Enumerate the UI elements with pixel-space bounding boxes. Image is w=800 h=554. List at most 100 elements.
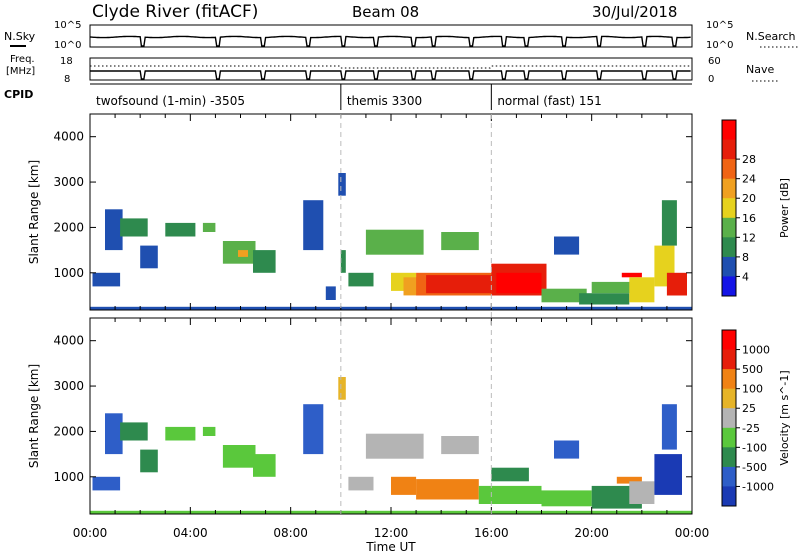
heatmap-cell: [496, 272, 542, 294]
heatmap-cell: [165, 222, 196, 237]
freq-left-bottom-tick: 8: [64, 74, 70, 85]
beam-label: Beam 08: [352, 3, 419, 21]
colorbar-label: Velocity [m s^-1]: [778, 370, 791, 465]
x-tick-label: 12:00: [374, 526, 409, 540]
colorbar-segment: [722, 369, 736, 390]
heatmap-cell: [253, 454, 276, 477]
colorbar-segment: [722, 388, 736, 409]
colorbar-tick-label: 20: [742, 192, 756, 205]
colorbar-tick-label: 25: [742, 402, 756, 415]
station-title: Clyde River (fitACF): [92, 2, 258, 22]
heatmap-cell: [591, 281, 637, 294]
heatmap-cell: [654, 454, 682, 495]
heatmap-cell: [202, 426, 216, 436]
heatmap-cell: [554, 440, 580, 459]
heatmap-cell: [441, 232, 479, 251]
nsky-left-bottom-tick: 10^0: [54, 40, 81, 51]
velocity-frame: [89, 317, 693, 515]
velocity-colorbar: 1000 500 100 25 -25 -100 -500 -1000 Velocity [m …: [721, 329, 791, 507]
colorbar-frame: [721, 329, 737, 507]
freq-series: [90, 70, 691, 80]
freq-panel: Freq. [MHz] 18 8 60 0 Nave: [6, 54, 780, 85]
date-label: 30/Jul/2018: [592, 3, 677, 21]
colorbar-label: Power [dB]: [778, 178, 791, 238]
power-frame: [89, 113, 693, 311]
x-tick-label: 20:00: [574, 526, 609, 540]
heatmap-cell: [338, 377, 346, 400]
heatmap-cell: [303, 404, 324, 455]
heatmap-cell: [441, 436, 479, 455]
heatmap-cell: [105, 209, 123, 251]
nsky-series: [89, 35, 691, 47]
nsearch-label: N.Search: [746, 30, 796, 43]
nave-label: Nave: [746, 63, 774, 76]
heatmap-cell: [140, 245, 158, 269]
colorbar-tick-label: 16: [742, 212, 756, 225]
colorbar-segment: [722, 217, 736, 238]
y-tick-label: 1000: [53, 266, 84, 280]
x-tick-label: 00:00: [675, 526, 710, 540]
y-axis-label: Slant Range [km]: [27, 364, 41, 468]
colorbar-segment: [722, 466, 736, 487]
heatmap-cell: [541, 490, 592, 507]
colorbar-segment: [722, 178, 736, 199]
heatmap-cell: [105, 413, 123, 455]
heatmap-cell: [303, 200, 324, 251]
colorbar-tick-label: 24: [742, 173, 756, 186]
colorbar-segment: [722, 198, 736, 219]
heatmap-cell: [616, 476, 642, 484]
nsky-label: N.Sky: [4, 30, 36, 43]
heatmap-cell: [661, 200, 677, 246]
heatmap-cell: [365, 229, 424, 255]
colorbar-segment: [722, 120, 736, 141]
x-tick-label: 08:00: [273, 526, 308, 540]
heatmap-cell: [666, 272, 687, 296]
y-tick-label: 3000: [53, 379, 84, 393]
heatmap-cell: [120, 218, 148, 237]
x-tick-label: 04:00: [173, 526, 208, 540]
freq-left-top-tick: 18: [60, 56, 73, 67]
heatmap-cell: [92, 272, 121, 287]
cpid-panel: CPID twofsound (1-min) -3505 themis 3300 n…: [4, 83, 692, 110]
heatmap-cell: [338, 173, 346, 196]
heatmap-cell: [629, 277, 655, 303]
heatmap-cell: [348, 272, 374, 287]
heatmap-cell: [541, 288, 587, 303]
colorbar-frame: [721, 119, 737, 297]
nsky-right-bottom-tick: 10^0: [706, 40, 733, 51]
heatmap-cell: [391, 476, 417, 495]
colorbar-segment: [722, 256, 736, 277]
heatmap-cell: [661, 404, 677, 450]
colorbar-tick-label: 4: [742, 270, 749, 283]
colorbar-tick-label: -100: [742, 441, 767, 454]
x-axis-label: Time UT: [365, 540, 416, 554]
time-axis: 00:00 04:00 08:00 12:00 16:00 20:00 00:00: [73, 526, 710, 540]
heatmap-cell: [165, 426, 196, 441]
velocity-axes: 1000 2000 3000 4000 Slant Range [km]: [27, 318, 693, 514]
colorbar-segment: [722, 276, 736, 297]
nsky-frame: [89, 24, 693, 48]
nave-series: [90, 65, 691, 69]
mode-change-lines: [340, 114, 492, 514]
heatmap-cell: [579, 293, 630, 305]
heatmap-cell: [253, 250, 276, 273]
heatmap-cell: [140, 449, 158, 473]
y-axis-label: Slant Range [km]: [27, 160, 41, 264]
heatmap-cell: [348, 476, 374, 491]
colorbar-segment: [722, 408, 736, 429]
cpid-label: CPID: [4, 88, 33, 101]
colorbar-segment: [722, 447, 736, 468]
heatmap-cell: [92, 476, 121, 491]
heatmap-cell: [416, 479, 479, 500]
heatmap-cell: [325, 286, 336, 300]
heatmap-cell: [120, 422, 148, 441]
colorbar-tick-label: 8: [742, 251, 749, 264]
heatmap-cell: [478, 485, 542, 504]
colorbar-segment: [722, 349, 736, 370]
y-tick-label: 1000: [53, 470, 84, 484]
nave-right-top-tick: 60: [708, 56, 721, 67]
nsky-right-top-tick: 10^5: [706, 20, 733, 31]
x-tick-label: 00:00: [73, 526, 108, 540]
colorbar-segment: [722, 330, 736, 351]
heatmap-cell: [222, 445, 256, 468]
